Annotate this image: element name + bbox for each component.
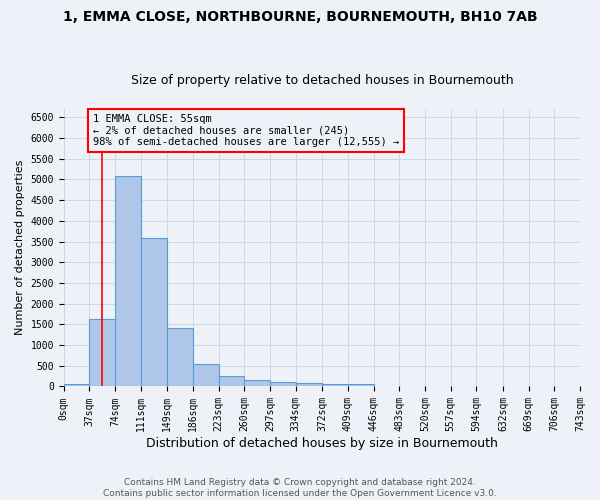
Bar	[244, 380, 270, 386]
Bar	[167, 328, 193, 386]
Text: Contains HM Land Registry data © Crown copyright and database right 2024.
Contai: Contains HM Land Registry data © Crown c…	[103, 478, 497, 498]
Bar	[115, 176, 141, 386]
Bar	[193, 364, 219, 386]
Y-axis label: Number of detached properties: Number of detached properties	[15, 160, 25, 336]
Title: Size of property relative to detached houses in Bournemouth: Size of property relative to detached ho…	[131, 74, 513, 87]
Bar	[141, 238, 167, 386]
Bar	[348, 384, 374, 386]
Bar	[64, 384, 89, 386]
X-axis label: Distribution of detached houses by size in Bournemouth: Distribution of detached houses by size …	[146, 437, 498, 450]
Bar	[322, 384, 348, 386]
Text: 1 EMMA CLOSE: 55sqm
← 2% of detached houses are smaller (245)
98% of semi-detach: 1 EMMA CLOSE: 55sqm ← 2% of detached hou…	[93, 114, 399, 147]
Bar	[89, 320, 115, 386]
Bar	[296, 383, 322, 386]
Bar	[270, 382, 296, 386]
Text: 1, EMMA CLOSE, NORTHBOURNE, BOURNEMOUTH, BH10 7AB: 1, EMMA CLOSE, NORTHBOURNE, BOURNEMOUTH,…	[62, 10, 538, 24]
Bar	[219, 376, 244, 386]
